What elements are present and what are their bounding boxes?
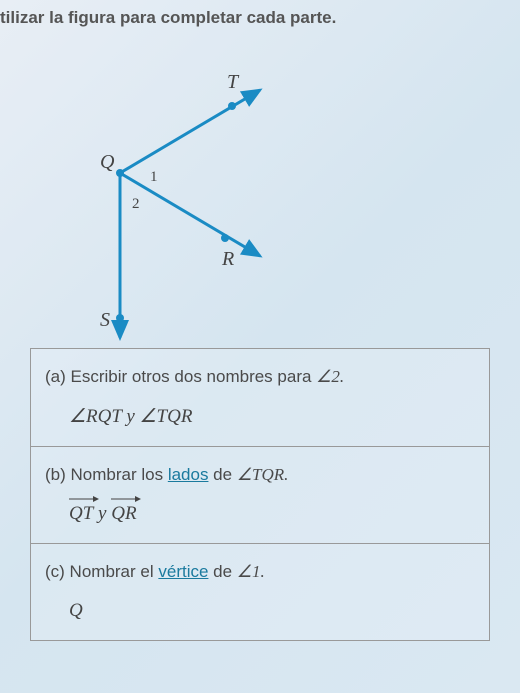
part-b-suffix: de xyxy=(208,465,236,484)
answers-table: (a) Escribir otros dos nombres para ∠2. … xyxy=(30,348,490,641)
part-a: (a) Escribir otros dos nombres para ∠2. … xyxy=(31,349,489,447)
point-q-dot xyxy=(116,169,124,177)
point-r-dot xyxy=(221,234,229,242)
ray-qr xyxy=(120,173,260,256)
ray-qt xyxy=(120,90,260,173)
label-q: Q xyxy=(100,151,115,173)
ray-qr-text: QR xyxy=(111,503,136,525)
part-c-prefix: (c) Nombrar el xyxy=(45,562,158,581)
part-b-link[interactable]: lados xyxy=(168,465,209,484)
part-b-join: y xyxy=(98,503,111,524)
point-t-dot xyxy=(228,102,236,110)
label-r: R xyxy=(221,248,234,270)
ray-arrow-icon xyxy=(69,493,99,503)
point-s-dot xyxy=(116,314,124,322)
figure-svg: Q T R S 1 2 xyxy=(0,28,520,348)
ray-qt-text: QT xyxy=(69,503,93,525)
part-c: (c) Nombrar el vértice de ∠1. Q xyxy=(31,544,489,640)
part-a-prompt: (a) Escribir otros dos nombres para xyxy=(45,367,316,386)
angle-label-2: 2 xyxy=(132,196,140,212)
instruction-text: tilizar la figura para completar cada pa… xyxy=(0,0,520,28)
part-b-angle: ∠TQR. xyxy=(237,465,289,484)
geometry-figure: Q T R S 1 2 xyxy=(0,28,520,338)
label-t: T xyxy=(227,71,240,93)
part-c-angle: ∠1. xyxy=(237,562,265,581)
part-c-link[interactable]: vértice xyxy=(158,562,208,581)
label-s: S xyxy=(100,309,110,331)
part-a-answer: ∠RQT y ∠TQR xyxy=(69,405,475,428)
ray-qr-label: QR xyxy=(111,503,136,524)
part-b-answer: QT y QR xyxy=(69,503,475,525)
part-b: (b) Nombrar los lados de ∠TQR. QT y QR xyxy=(31,447,489,544)
angle-label-1: 1 xyxy=(150,169,158,185)
part-c-answer: Q xyxy=(69,600,475,622)
ray-qt-label: QT xyxy=(69,503,93,524)
ray-arrow-icon xyxy=(111,493,141,503)
part-c-suffix: de xyxy=(208,562,236,581)
part-b-prefix: (b) Nombrar los xyxy=(45,465,168,484)
part-a-angle: ∠2. xyxy=(316,367,344,386)
